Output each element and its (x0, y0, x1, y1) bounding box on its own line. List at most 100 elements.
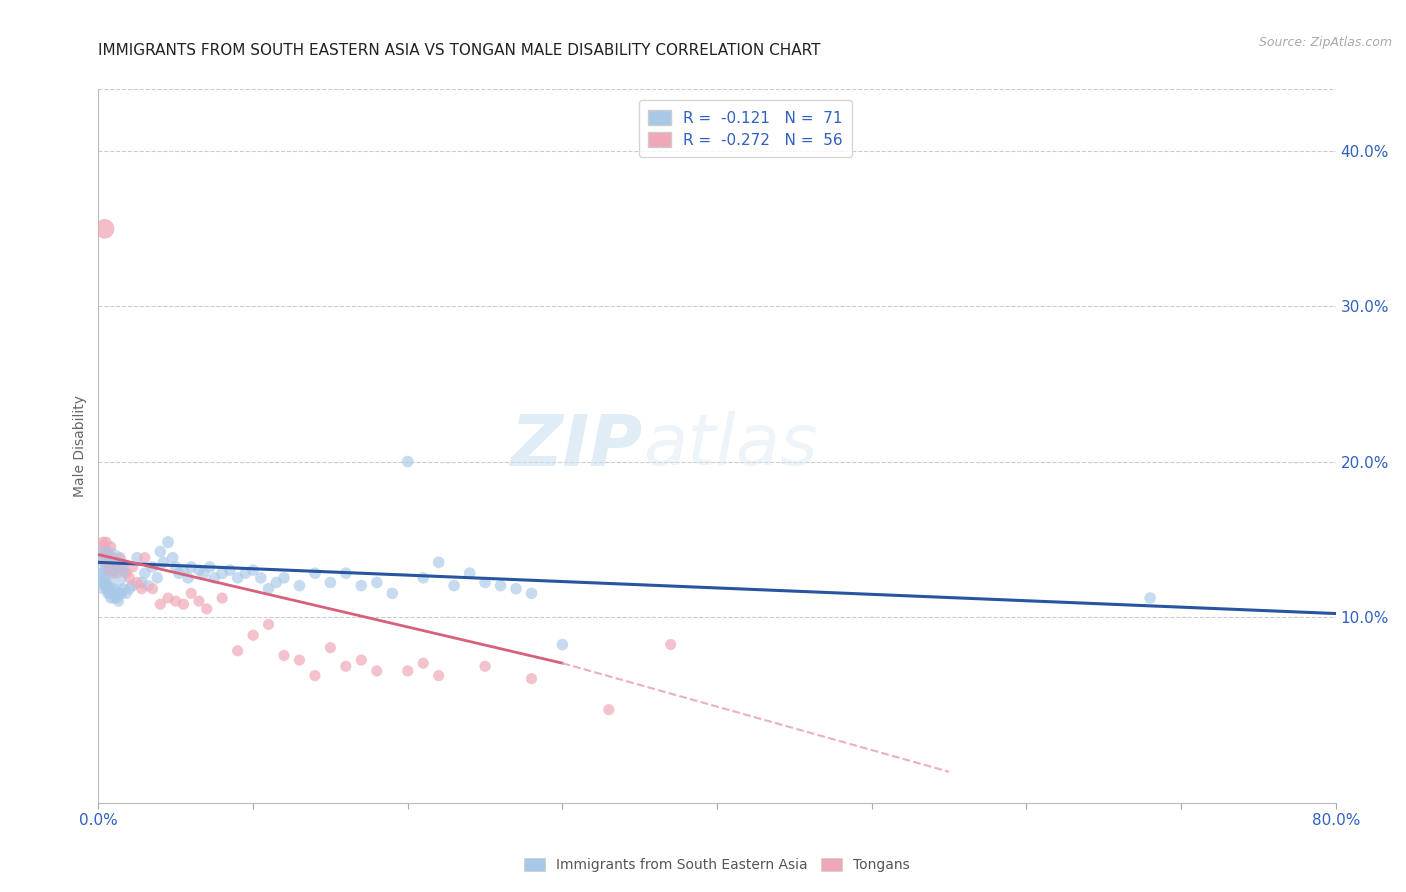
Point (97, 544, 120, 558)
Point (165, 594, 187, 608)
Point (101, 586, 124, 600)
Point (142, 582, 165, 596)
Point (103, 560, 125, 574)
Point (100, 540, 122, 554)
Point (91, 548, 114, 562)
Point (173, 597, 195, 611)
Point (96, 575, 118, 590)
Point (659, 638, 682, 652)
Point (93, 579, 115, 593)
Point (288, 653, 311, 667)
Point (93, 563, 115, 577)
Point (188, 594, 211, 608)
Point (142, 560, 165, 574)
Point (474, 659, 496, 673)
Point (105, 591, 128, 605)
Point (162, 550, 184, 565)
Point (167, 566, 190, 581)
Point (304, 566, 326, 581)
Point (520, 586, 543, 600)
Point (381, 586, 404, 600)
Point (111, 560, 134, 574)
Point (489, 579, 512, 593)
Point (412, 571, 434, 585)
Point (350, 579, 373, 593)
Point (104, 586, 127, 600)
Point (121, 560, 143, 574)
Point (157, 591, 180, 605)
Point (134, 550, 156, 565)
Point (111, 586, 134, 600)
Point (96, 563, 118, 577)
Point (118, 571, 141, 585)
Point (149, 597, 172, 611)
Point (152, 555, 174, 569)
Point (443, 579, 465, 593)
Point (173, 563, 195, 577)
Point (211, 566, 233, 581)
Point (257, 617, 280, 632)
Point (97, 586, 120, 600)
Point (134, 566, 156, 581)
Text: ZIP: ZIP (510, 411, 643, 481)
Point (520, 672, 543, 686)
Point (226, 571, 249, 585)
Point (1139, 591, 1161, 605)
Point (195, 602, 218, 616)
Point (226, 644, 249, 658)
Point (257, 582, 280, 596)
Point (366, 664, 388, 678)
Point (211, 591, 233, 605)
Point (96, 535, 118, 549)
Point (131, 575, 153, 590)
Point (319, 575, 342, 590)
Point (335, 566, 357, 581)
Point (108, 550, 131, 565)
Point (108, 586, 131, 600)
Point (273, 648, 295, 663)
Point (188, 563, 211, 577)
Point (427, 555, 450, 569)
Point (551, 638, 574, 652)
Point (131, 582, 153, 596)
Point (136, 579, 159, 593)
Point (598, 703, 620, 717)
Point (115, 566, 138, 581)
Point (266, 575, 288, 590)
Point (93, 555, 115, 569)
Point (90, 540, 112, 554)
Point (93, 544, 115, 558)
Point (242, 628, 264, 642)
Point (250, 571, 273, 585)
Point (107, 560, 129, 574)
Point (193, 566, 215, 581)
Point (149, 544, 172, 558)
Point (101, 566, 124, 581)
Point (458, 566, 481, 581)
Point (165, 560, 187, 574)
Point (427, 668, 450, 682)
Point (107, 594, 129, 608)
Point (90, 566, 112, 581)
Point (93, 222, 115, 236)
Point (366, 575, 388, 590)
Point (396, 664, 419, 678)
Point (96, 582, 118, 596)
Point (91, 535, 114, 549)
Point (204, 571, 226, 585)
Legend: Immigrants from South Eastern Asia, Tongans: Immigrants from South Eastern Asia, Tong… (519, 853, 915, 878)
Point (177, 571, 200, 585)
Point (335, 659, 357, 673)
Point (100, 550, 122, 565)
Point (127, 550, 149, 565)
Point (96, 555, 118, 569)
Text: atlas: atlas (643, 411, 817, 481)
Point (96, 548, 118, 562)
Point (505, 582, 527, 596)
Point (112, 582, 135, 596)
Point (104, 563, 127, 577)
Point (235, 566, 257, 581)
Point (157, 535, 180, 549)
Point (219, 563, 242, 577)
Point (98, 582, 121, 596)
